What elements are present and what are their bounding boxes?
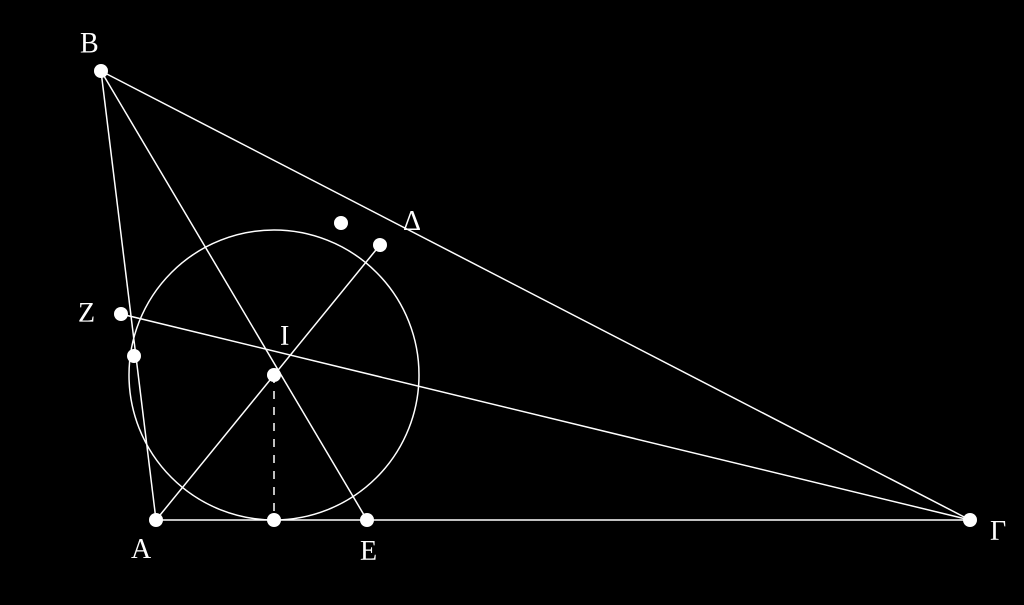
point-E: [360, 513, 374, 527]
point-D: [373, 238, 387, 252]
point-A: [149, 513, 163, 527]
label-G: Γ: [990, 516, 1006, 547]
label-D: Δ: [403, 206, 421, 237]
point-Tab: [127, 349, 141, 363]
point-Ie: [267, 513, 281, 527]
label-E: Ε: [360, 536, 377, 567]
geometry-diagram: Α Β Γ Δ Ε Ζ Ι: [0, 0, 1024, 605]
label-I: Ι: [280, 321, 289, 352]
label-Z: Ζ: [78, 298, 95, 329]
label-B: Β: [80, 28, 99, 59]
point-I: [267, 368, 281, 382]
label-A: Α: [131, 534, 152, 565]
point-Z: [114, 307, 128, 321]
point-Tbc: [334, 216, 348, 230]
point-B: [94, 64, 108, 78]
point-G: [963, 513, 977, 527]
